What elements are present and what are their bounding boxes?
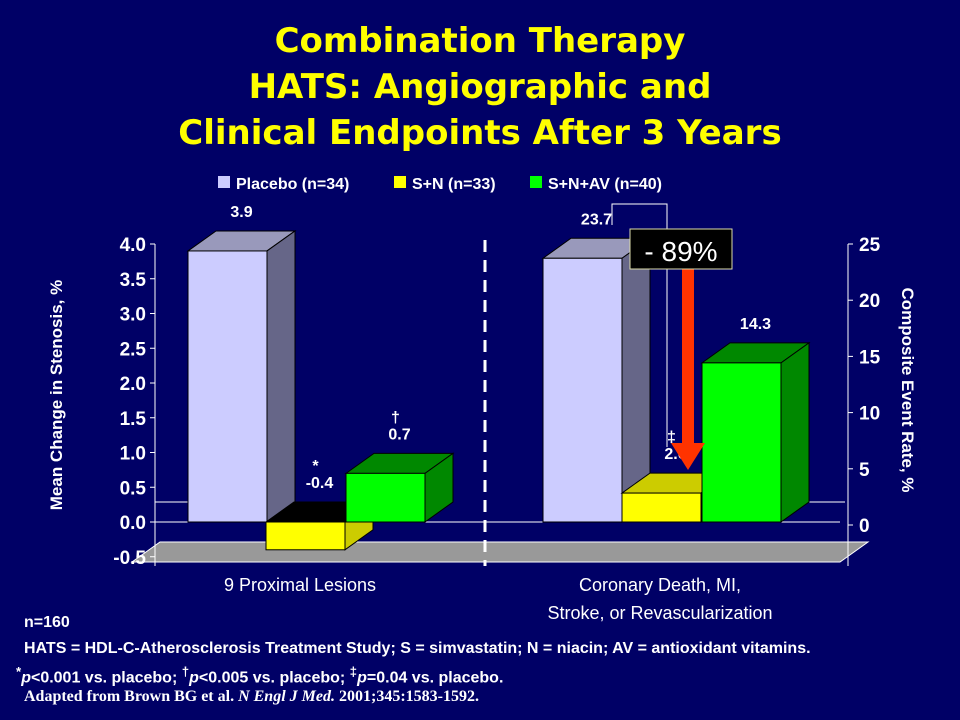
footnote-abbrev: HATS = HDL-C-Atherosclerosis Treatment S… [24, 640, 811, 657]
t: =0.04 vs. placebo. [366, 669, 504, 687]
data-label: 23.7 [581, 211, 612, 228]
left-tick-label: 3.5 [120, 270, 147, 291]
left-tick-label: 1.5 [120, 409, 147, 430]
t: <0.005 vs. placebo; [198, 669, 350, 687]
legend-label: Placebo (n=34) [236, 176, 349, 193]
title-line-3: Clinical Endpoints After 3 Years [178, 113, 782, 153]
data-label: 14.3 [740, 316, 771, 333]
mark: † [181, 664, 190, 679]
citation: Adapted from Brown BG et al. N Engl J Me… [24, 688, 479, 706]
comparison-bracket [611, 203, 668, 447]
bar [621, 492, 702, 523]
reduction-arrow-head [671, 443, 705, 470]
footnote-pvalues: *p<0.001 vs. placebo; †p<0.005 vs. place… [16, 664, 503, 687]
floor [130, 541, 870, 563]
right-tick-label: 0 [859, 516, 870, 537]
citation-journal: N Engl J Med. [238, 688, 335, 705]
reduction-label: - 89% [644, 236, 717, 267]
category-label: Stroke, or Revascularization [547, 603, 772, 623]
footnote-n: n=160 [24, 614, 70, 631]
legend-label: S+N (n=33) [412, 176, 496, 193]
p: p [189, 669, 199, 687]
left-tick-label: 2.5 [120, 339, 147, 360]
title-line-2: HATS: Angiographic and [248, 67, 712, 107]
significance-mark: † [391, 409, 400, 426]
title-line-1: Combination Therapy [274, 21, 686, 61]
legend-swatch [530, 176, 542, 188]
legend-label: S+N+AV (n=40) [548, 176, 662, 193]
mark: * [16, 664, 22, 679]
left-tick-label: 0.0 [120, 513, 146, 534]
t: <0.001 vs. placebo; [30, 669, 182, 687]
significance-mark: * [312, 458, 319, 475]
right-tick-label: 5 [859, 460, 870, 481]
legend-swatch [218, 176, 230, 188]
bar [187, 250, 268, 523]
category-label: 9 Proximal Lesions [224, 575, 376, 595]
left-tick-label: 4.0 [120, 235, 146, 256]
left-tick-label: 2.0 [120, 374, 146, 395]
p: p [21, 669, 31, 687]
left-tick-label: -0.5 [113, 548, 146, 569]
right-tick-label: 10 [859, 404, 880, 425]
data-label: 0.7 [388, 426, 410, 443]
citation-post: 2001;345:1583-1592. [334, 688, 479, 705]
reduction-box [629, 228, 733, 270]
bar [265, 521, 346, 551]
bar [701, 362, 782, 523]
p: p [357, 669, 367, 687]
bar-side [266, 229, 296, 523]
bar-side [780, 341, 810, 523]
left-axis-label: Mean Change in Stenosis, % [47, 280, 66, 511]
left-tick-label: 1.0 [120, 444, 146, 465]
data-label: -0.4 [306, 475, 334, 492]
legend-swatch [394, 176, 406, 188]
reduction-arrow-shaft [682, 265, 694, 443]
left-tick-label: 3.0 [120, 305, 146, 326]
bar [345, 472, 426, 523]
data-label: 3.9 [230, 204, 252, 221]
bar [542, 257, 623, 523]
slide-title: Combination Therapy HATS: Angiographic a… [0, 18, 960, 156]
citation-pre: Adapted from Brown BG et al. [24, 688, 239, 705]
right-tick-label: 15 [859, 347, 881, 368]
mark: ‡ [349, 664, 358, 679]
right-tick-label: 25 [859, 235, 881, 256]
category-label: Coronary Death, MI, [579, 575, 741, 595]
right-axis-label: Composite Event Rate, % [898, 288, 917, 493]
left-tick-label: 0.5 [120, 478, 147, 499]
right-tick-label: 20 [859, 291, 880, 312]
significance-mark: ‡ [667, 429, 676, 446]
